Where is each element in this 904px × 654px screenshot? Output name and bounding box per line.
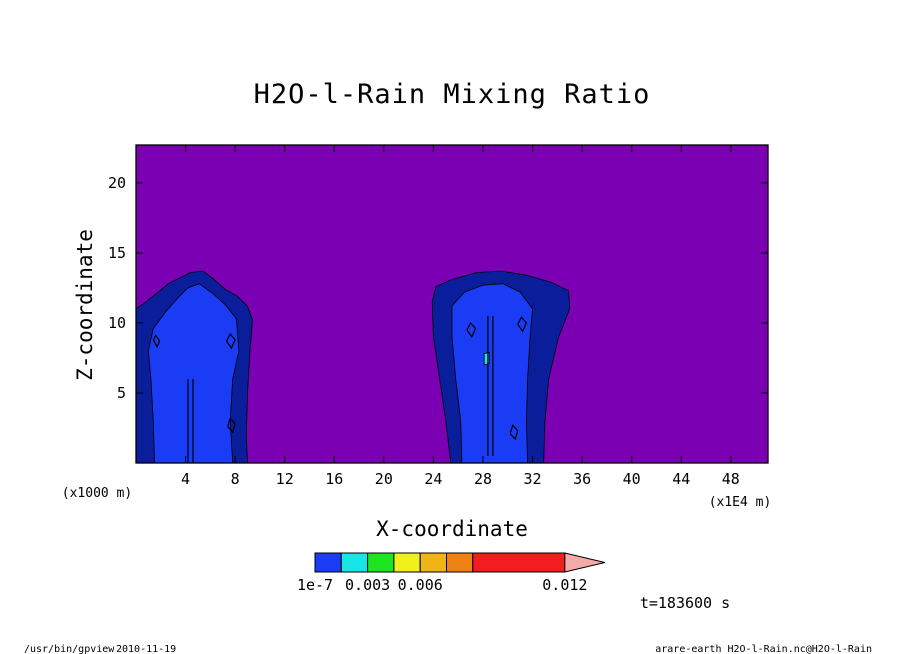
colorbar-tick-label: 0.012 <box>542 576 587 594</box>
x-tick-label: 12 <box>276 470 294 488</box>
time-label: t=183600 s <box>640 594 730 612</box>
y-tick-label: 5 <box>117 384 126 402</box>
contour-lines <box>152 315 528 463</box>
contour-region-2 <box>147 283 240 464</box>
colorbar-tick-labels: 1e-7 0.003 0.006 0.012 <box>297 576 587 594</box>
colorbar-segment <box>446 552 474 573</box>
x-tick-label: 8 <box>231 470 240 488</box>
colorbar-tick-label: 0.003 <box>345 576 390 594</box>
colorbar-tick-label: 0.006 <box>398 576 443 594</box>
colorbar-segment <box>419 552 448 573</box>
x-tick-label: 40 <box>623 470 641 488</box>
contour-line-5 <box>152 334 161 349</box>
x-tick-label: 16 <box>325 470 343 488</box>
x-axis-unit: (x1E4 m) <box>709 495 772 510</box>
x-tick-label: 20 <box>375 470 393 488</box>
contour-line-8 <box>466 321 477 339</box>
footer-source: arare-earth_H2O-l-Rain.nc@H2O-l-Rain <box>655 644 872 654</box>
y-axis-unit: (x1000 m) <box>62 486 132 501</box>
contour-line-9 <box>517 316 528 333</box>
colorbar-segment <box>367 552 395 573</box>
y-axis-label: Z-coordinate <box>73 229 97 381</box>
colorbar-segment <box>472 552 566 573</box>
x-axis-ticks: 4 8 12 16 20 24 28 32 36 40 44 48 <box>181 145 740 488</box>
contour-line-6 <box>225 333 236 350</box>
x-tick-label: 28 <box>474 470 492 488</box>
x-tick-label: 36 <box>573 470 591 488</box>
y-axis-ticks: 5 10 15 20 <box>108 174 768 402</box>
x-tick-label: 24 <box>424 470 442 488</box>
x-axis-label: X-coordinate <box>376 517 528 541</box>
y-tick-label: 10 <box>108 314 126 332</box>
colorbar-segment <box>393 552 421 573</box>
contour-line-7 <box>227 416 236 434</box>
footer-program: /usr/bin/gpview <box>24 644 115 654</box>
footer-date: 2010-11-19 <box>116 644 176 654</box>
colorbar-extension-arrow <box>564 552 605 573</box>
x-tick-label: 44 <box>672 470 690 488</box>
plot-frame <box>135 144 769 464</box>
x-tick-label: 32 <box>524 470 542 488</box>
y-tick-label: 15 <box>108 244 126 262</box>
colorbar <box>314 552 605 573</box>
colorbar-segment <box>314 552 342 573</box>
contour-line-10 <box>509 423 519 441</box>
x-tick-label: 4 <box>181 470 190 488</box>
colorbar-segment <box>340 552 369 573</box>
colorbar-tick-label: 1e-7 <box>297 576 333 594</box>
chart-title: H2O-l-Rain Mixing Ratio <box>254 79 651 110</box>
x-tick-label: 48 <box>722 470 740 488</box>
contour-region-4 <box>451 283 533 464</box>
y-tick-label: 20 <box>108 174 126 192</box>
plot-area <box>135 144 769 464</box>
contour-fills <box>135 270 571 464</box>
